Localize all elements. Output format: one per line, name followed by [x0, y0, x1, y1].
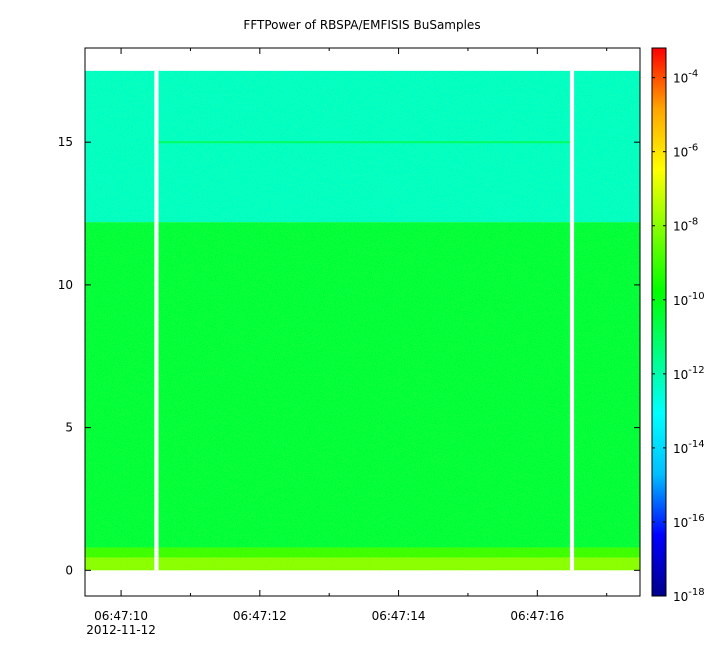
colorbar-tick-label: 10-16	[673, 513, 705, 530]
colorbar-tick-label: 10-8	[673, 217, 698, 234]
y-tick-label: 15	[58, 135, 73, 149]
x-tick-label: 06:47:14	[372, 609, 426, 623]
spectral-line-feature	[158, 141, 570, 144]
y-tick-label: 5	[65, 421, 73, 435]
x-tick-label: 06:47:12	[233, 609, 287, 623]
plot-frame	[84, 47, 641, 597]
spectrogram-texture	[85, 70, 640, 571]
chart-title: FFTPower of RBSPA/EMFISIS BuSamples	[243, 18, 481, 32]
x-tick-label: 06:47:16	[510, 609, 564, 623]
colorbar-tick-label: 10-4	[673, 69, 698, 86]
colorbar-tick-label: 10-6	[673, 143, 698, 160]
date-label: 2012-11-12	[86, 623, 156, 637]
colorbar-tick-label: 10-18	[673, 587, 705, 604]
data-gap-1	[569, 70, 575, 571]
data-gap-0	[154, 70, 159, 571]
colorbar-tick-label: 10-14	[673, 439, 705, 456]
colorbar	[651, 47, 667, 597]
x-tick-label: 06:47:10	[94, 609, 148, 623]
y-tick-label: 0	[65, 563, 73, 577]
colorbar-tick-label: 10-10	[673, 291, 705, 308]
colorbar-tick-label: 10-12	[673, 365, 705, 382]
y-tick-label: 10	[58, 278, 73, 292]
